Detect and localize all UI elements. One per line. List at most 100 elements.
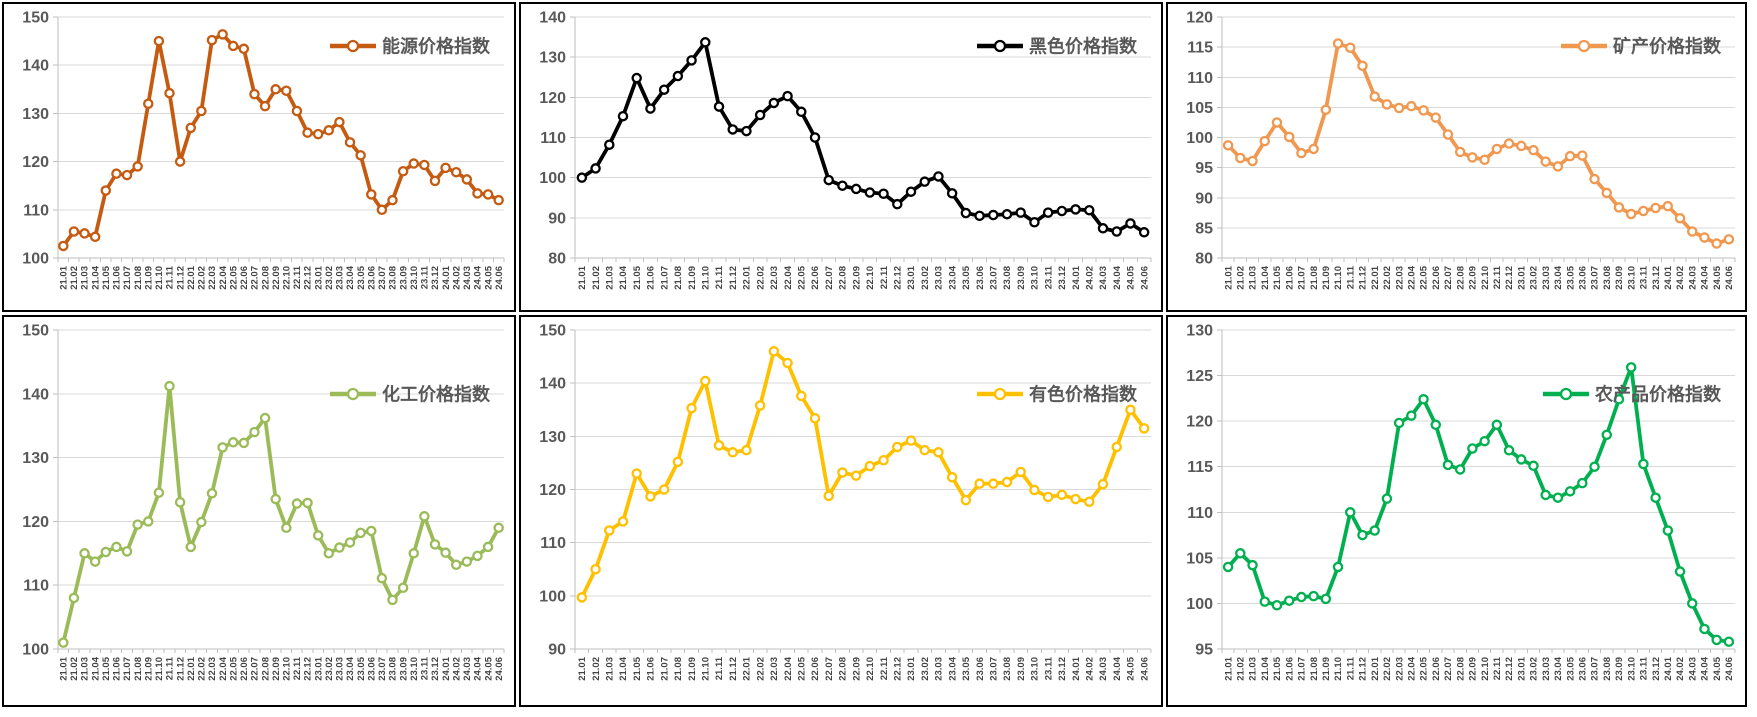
data-point: [919, 444, 930, 456]
data-point: [1454, 146, 1466, 158]
data-point: [472, 550, 483, 562]
y-axis-label: 120: [1186, 10, 1213, 27]
x-axis-label: 23.02: [324, 266, 335, 290]
data-point: [68, 226, 80, 237]
data-point: [164, 87, 175, 99]
legend-mineral: 矿产价格指数: [1561, 36, 1722, 57]
y-axis-labels: 95 100 105 110 115 120 125 130: [1186, 323, 1213, 659]
data-point: [658, 84, 670, 95]
data-point: [89, 556, 101, 567]
data-point: [946, 472, 958, 483]
data-point: [1503, 445, 1515, 456]
x-axis-label: 22.03: [207, 657, 218, 681]
data-point: [1442, 129, 1454, 140]
data-point: [672, 456, 684, 468]
data-point: [111, 168, 122, 179]
x-axis-label: 23.08: [1002, 657, 1013, 681]
data-point: [754, 400, 766, 411]
y-axis-label: 95: [1195, 642, 1213, 659]
data-point: [1320, 104, 1332, 116]
x-axis-label: 23.01: [1516, 265, 1527, 289]
legend-agricultural: 农产品价格指数: [1543, 384, 1722, 405]
data-point: [206, 488, 218, 499]
y-axis-label: 110: [540, 535, 566, 552]
y-axis-label: 90: [1195, 190, 1213, 207]
x-axis-label: 22.07: [1443, 266, 1454, 290]
x-axis-label: 24.05: [483, 656, 494, 680]
x-axis-label: 22.01: [186, 656, 197, 680]
y-axis-label: 80: [1195, 251, 1213, 268]
x-axis-label: 22.09: [271, 266, 282, 290]
x-axis-label: 22.11: [879, 656, 890, 680]
data-point: [1235, 548, 1246, 559]
data-point: [111, 541, 122, 553]
data-point: [1296, 147, 1307, 159]
data-point: [1111, 226, 1122, 237]
x-axis-label: 21.09: [143, 266, 154, 290]
x-axis-label: 22.09: [851, 266, 862, 290]
x-axis-label: 21.08: [673, 266, 684, 290]
data-point: [1259, 596, 1271, 607]
x-axis-label: 22.05: [796, 656, 807, 680]
x-axis-label: 21.08: [1309, 657, 1320, 681]
x-axis-label: 23.06: [1578, 657, 1589, 681]
x-axis-label: 21.11: [1345, 265, 1356, 289]
data-point: [1564, 150, 1576, 162]
legend-marker-sample: [346, 39, 360, 53]
data-point: [355, 150, 366, 161]
x-axis-label: 23.05: [1565, 656, 1576, 680]
data-point: [259, 100, 271, 112]
x-axis-label: 23.07: [377, 657, 388, 681]
x-axis-label: 22.11: [1492, 656, 1503, 680]
data-point: [132, 519, 143, 530]
x-axis-label: 23.07: [1590, 266, 1601, 290]
x-axis-label: 23.01: [906, 265, 917, 289]
x-axis-label: 24.04: [473, 265, 484, 289]
data-point: [249, 426, 260, 438]
x-axis-label: 22.08: [1455, 266, 1466, 290]
data-point: [397, 165, 409, 177]
data-point: [1491, 419, 1503, 431]
x-axis-label: 23.10: [1030, 657, 1041, 681]
x-axis-label: 21.07: [1297, 266, 1308, 290]
x-axis-label: 21.10: [154, 657, 165, 681]
x-axis-label: 23.06: [975, 266, 986, 290]
data-point: [1662, 525, 1674, 536]
data-point: [960, 207, 972, 219]
data-point: [1296, 591, 1307, 603]
data-point: [1308, 143, 1319, 155]
x-axis-label: 23.11: [1639, 656, 1650, 680]
data-point: [645, 103, 656, 114]
x-axis-label: 23.12: [1651, 657, 1662, 681]
x-axis-label: 22.06: [1431, 657, 1442, 681]
x-axis-label: 23.10: [1626, 266, 1637, 290]
data-point: [1070, 204, 1081, 215]
data-point: [482, 541, 494, 553]
x-axis-label: 23.08: [1602, 657, 1613, 681]
x-axis-label: 21.07: [659, 266, 670, 290]
x-axis-label: 22.03: [769, 266, 780, 290]
x-axis-label: 23.09: [398, 266, 409, 290]
x-axis-label: 23.11: [1043, 656, 1054, 680]
data-point: [782, 357, 793, 369]
black-markers: [576, 37, 1150, 238]
x-axis-label: 22.12: [892, 266, 903, 290]
data-point: [58, 637, 69, 648]
x-axis-label: 22.04: [1407, 265, 1418, 289]
data-point: [397, 582, 409, 594]
x-axis-label: 21.11: [714, 265, 725, 289]
y-axis-label: 140: [539, 376, 566, 393]
x-axis-label: 21.12: [728, 657, 739, 681]
x-axis-label: 23.10: [1626, 657, 1637, 681]
data-point: [334, 542, 345, 553]
data-point: [1271, 117, 1283, 128]
data-point: [1528, 460, 1539, 472]
data-point: [132, 161, 143, 172]
y-axis-label: 150: [22, 10, 49, 27]
chart-panel-chemical: 100 110 120 130 140 150 21.01 21.02 21.03 21.04 21…: [2, 315, 516, 707]
x-axis-label: 22.04: [783, 265, 794, 289]
x-axis-label: 21.09: [1321, 657, 1332, 681]
data-point: [1674, 566, 1686, 577]
x-axis-label: 24.06: [1724, 266, 1735, 290]
